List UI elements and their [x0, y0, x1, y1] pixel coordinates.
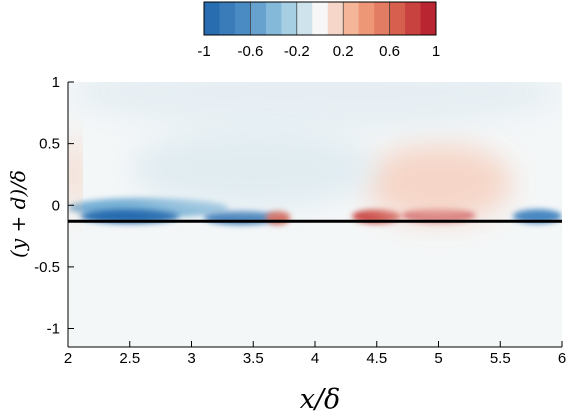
x-tick-label: 3.5 — [243, 350, 264, 367]
colorbar-level — [420, 2, 437, 35]
field-feature-positive-haze — [364, 143, 513, 224]
colorbar-level — [219, 2, 236, 35]
field-feature-positive-haze — [68, 134, 81, 215]
x-tick-label: 2.5 — [119, 350, 140, 367]
x-tick-label: 3 — [187, 350, 195, 367]
colorbar-tick-label: -0.2 — [284, 43, 310, 60]
colorbar-level — [296, 2, 313, 35]
colorbar-tick-labels: -1 -0.6 -0.2 0.2 0.6 1 — [197, 43, 440, 60]
x-tick-label: 4 — [311, 350, 319, 367]
colorbar-level — [281, 2, 298, 35]
colorbar-tick-label: -0.6 — [237, 43, 263, 60]
colorbar-level — [312, 2, 329, 35]
x-tick-label: 5.5 — [490, 350, 511, 367]
colorbar-tick-label: -1 — [197, 43, 210, 60]
colorbar-level — [265, 2, 282, 35]
colorbar-level — [234, 2, 251, 35]
y-tick-label: -0.5 — [34, 259, 60, 276]
colorbar-level — [405, 2, 422, 35]
colorbar-tick-label: 0.6 — [379, 43, 400, 60]
x-axis-ticks: 2 2.5 3 3.5 4 4.5 5 5.5 6 — [64, 341, 566, 367]
y-tick-label: 0.5 — [39, 136, 60, 153]
colorbar-level — [343, 2, 360, 35]
colorbar-tick-label: 1 — [432, 43, 440, 60]
colorbar-level — [250, 2, 267, 35]
y-axis-title: (y + d)/δ — [6, 170, 30, 258]
colorbar-level — [374, 2, 391, 35]
colorbar-level — [327, 2, 344, 35]
colorbar-level — [358, 2, 375, 35]
field-features — [68, 82, 562, 225]
colorbar-level — [204, 2, 220, 35]
colorbar-level — [389, 2, 406, 35]
x-tick-label: 2 — [64, 350, 72, 367]
contour-field — [68, 82, 562, 347]
y-tick-label: 0 — [52, 197, 60, 214]
colorbar-border — [203, 1, 437, 36]
x-axis-title: x/δ — [300, 384, 341, 415]
y-tick-label: -1 — [47, 321, 60, 338]
colorbar — [203, 1, 437, 36]
x-tick-label: 4.5 — [366, 350, 387, 367]
y-tick-label: 1 — [52, 74, 60, 91]
y-axis-ticks: -1 -0.5 0 0.5 1 — [34, 74, 74, 338]
x-tick-label: 5 — [434, 350, 442, 367]
field-feature-negative-haze — [129, 128, 377, 209]
field-feature-negative-haze — [68, 82, 562, 132]
colorbar-tick-label: 0.2 — [333, 43, 354, 60]
x-tick-label: 6 — [558, 350, 566, 367]
